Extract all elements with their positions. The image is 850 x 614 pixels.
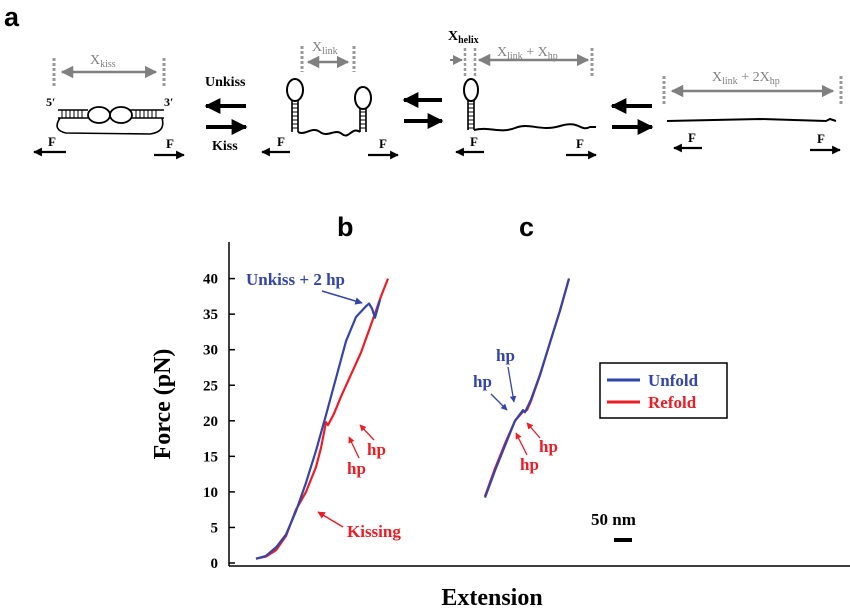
stage-extended: Xlink + 2Xhp F F	[662, 70, 843, 155]
force-label-left-1: F	[48, 134, 56, 149]
annotation-b-hp-arrow-1	[348, 436, 360, 459]
force-label-left-2: F	[277, 134, 285, 149]
annotation-b-hp-2: hp	[347, 459, 366, 478]
series-c-unfold	[483, 278, 571, 498]
annotation-unkiss-2hp: Unkiss + 2 hp	[246, 270, 345, 289]
x-link-2hp-label: Xlink + 2Xhp	[712, 70, 780, 87]
stage-one-hairpin: Xhelix Xlink + Xhp F F	[448, 29, 597, 160]
annotation-kissing-arrow	[317, 511, 344, 528]
annotation-kissing: Kissing	[347, 522, 401, 541]
y-ticks: 0 5 10 15 20 25 30 35 40	[203, 272, 235, 572]
y-tick-label: 5	[211, 520, 219, 536]
y-tick-label: 40	[203, 272, 218, 288]
x-link-hp-label: Xlink + Xhp	[497, 45, 558, 62]
annotation-unkiss-arrow	[321, 290, 363, 305]
annotation-c-hp-1: hp	[496, 346, 515, 365]
force-label-left-4: F	[688, 130, 696, 145]
annotation-b-hp-1: hp	[367, 440, 386, 459]
force-label-left-3: F	[470, 134, 478, 149]
y-tick-label: 10	[203, 485, 218, 501]
annotation-c-hp-arrow-4	[526, 422, 541, 439]
legend: Unfold Refold	[599, 362, 728, 419]
equilibrium-arrows-3	[610, 98, 654, 135]
force-label-right-3: F	[576, 136, 584, 151]
panel-label-a: a	[4, 2, 20, 32]
annotation-c-hp-arrow-2	[490, 393, 508, 411]
annotation-c-hp-3: hp	[539, 437, 558, 456]
annotation-c-hp-2: hp	[473, 372, 492, 391]
series-b-refold	[255, 278, 390, 560]
series-b-unfold	[255, 299, 382, 560]
force-label-right-1: F	[166, 136, 174, 151]
three-prime-label: 3′	[164, 95, 173, 109]
y-tick-label: 20	[203, 414, 218, 430]
legend-box	[599, 362, 728, 419]
unkiss-label: Unkiss	[205, 75, 246, 90]
x-link-label: Xlink	[312, 40, 338, 57]
equilibrium-kiss-unkiss: Unkiss Kiss	[204, 75, 248, 154]
equilibrium-arrows-2	[402, 92, 444, 129]
annotation-c-hp-4: hp	[520, 455, 539, 474]
y-tick-label: 25	[203, 378, 218, 394]
scale-bar-label: 50 nm	[591, 510, 636, 529]
stage-kissing-complex: Xkiss 5′ 3′ F F	[33, 53, 185, 160]
annotation-c-hp-arrow-1	[507, 366, 517, 403]
legend-label-unfold: Unfold	[648, 371, 699, 390]
annotation-b-hp-arrow-2	[359, 424, 375, 441]
kiss-label: Kiss	[212, 139, 238, 154]
x-axis-label: Extension	[441, 585, 542, 611]
x-kiss-label: Xkiss	[90, 53, 116, 70]
panel-label-b: b	[337, 212, 354, 242]
x-helix-label: Xhelix	[448, 29, 479, 46]
legend-label-refold: Refold	[648, 393, 697, 412]
force-label-right-2: F	[379, 136, 387, 151]
y-tick-label: 0	[211, 556, 219, 572]
y-tick-label: 30	[203, 343, 218, 359]
annotation-c-hp-arrow-3	[515, 432, 528, 456]
y-tick-label: 15	[203, 449, 218, 465]
force-label-right-4: F	[817, 131, 825, 146]
y-axis-label: Force (pN)	[150, 349, 176, 460]
five-prime-label: 5′	[46, 95, 55, 109]
panel-label-c: c	[519, 212, 534, 242]
y-tick-label: 35	[203, 307, 218, 323]
stage-two-hairpins: Xlink F F	[261, 40, 399, 160]
